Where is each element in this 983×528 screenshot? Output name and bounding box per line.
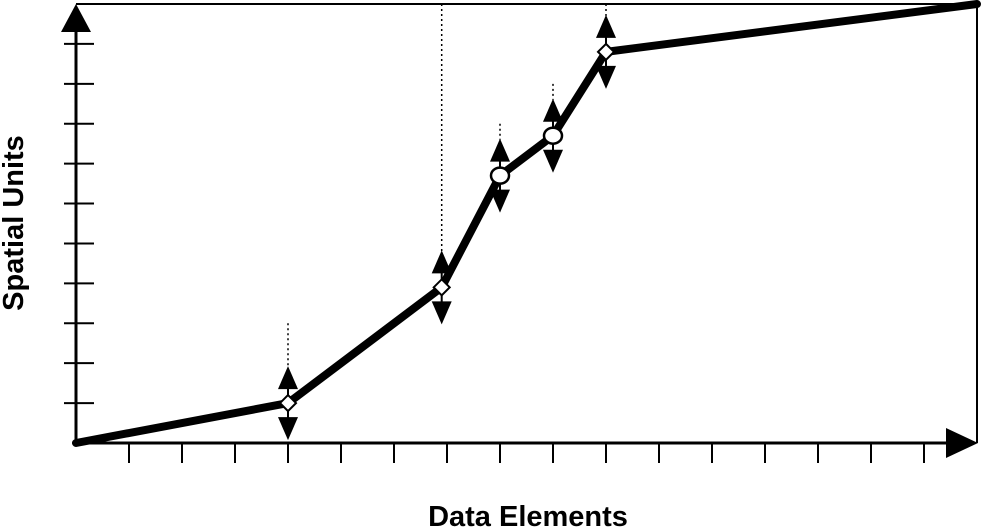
series-line <box>72 0 981 447</box>
data-markers <box>278 42 616 413</box>
diamond-marker <box>596 42 616 62</box>
arrow-up <box>490 138 510 162</box>
arrow-down <box>278 417 298 441</box>
diamond-marker <box>278 393 298 413</box>
axis-ticks <box>64 42 925 463</box>
arrow-up <box>278 366 298 390</box>
arrow-down <box>596 65 616 89</box>
arrow-up <box>431 250 452 274</box>
y-axis-title: Spatial Units <box>0 135 30 311</box>
plot-frame <box>61 3 978 458</box>
diamond-marker <box>432 277 452 297</box>
series-lines <box>72 0 981 447</box>
guide-lines <box>287 4 607 368</box>
circle-marker <box>542 126 564 145</box>
arrow-up <box>543 98 563 122</box>
y-axis-arrowhead <box>61 4 91 32</box>
x-axis-arrowhead <box>946 428 978 458</box>
arrow-down <box>490 189 510 213</box>
arrow-up <box>596 14 616 38</box>
marker-arrows <box>278 14 616 441</box>
arrow-down <box>543 149 563 173</box>
x-axis-title: Data Elements <box>428 501 628 528</box>
arrow-down <box>431 301 452 325</box>
circle-marker <box>489 166 511 185</box>
